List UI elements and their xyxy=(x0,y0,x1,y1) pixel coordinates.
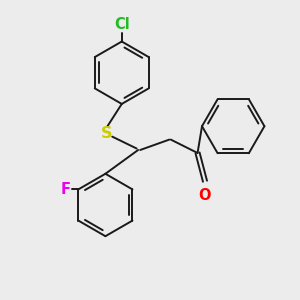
Text: O: O xyxy=(199,188,211,203)
Text: Cl: Cl xyxy=(114,17,130,32)
Text: S: S xyxy=(101,126,113,141)
Text: F: F xyxy=(61,182,71,197)
